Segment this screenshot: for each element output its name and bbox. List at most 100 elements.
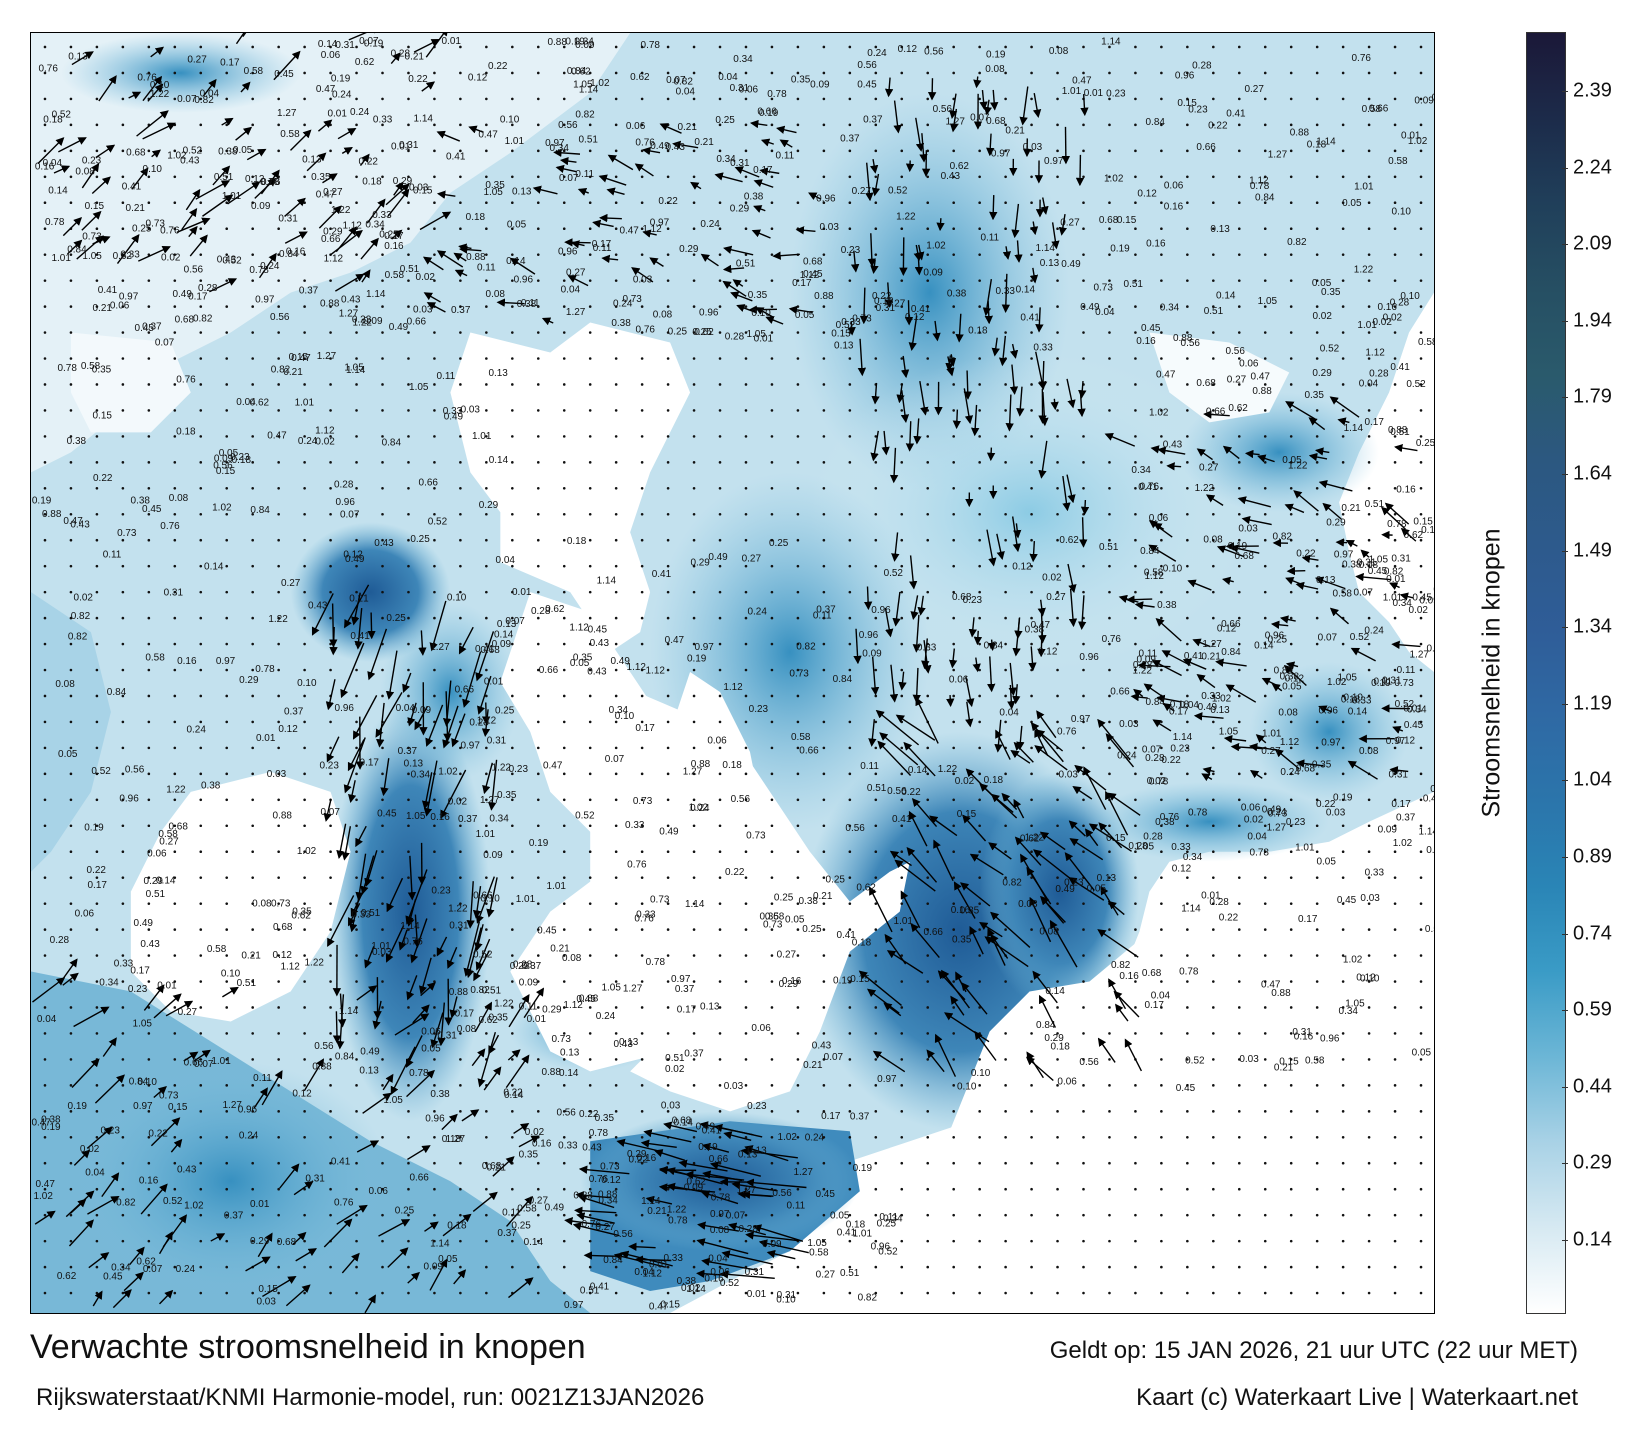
speed-value-label: 0.45 (1141, 323, 1161, 334)
grid-dot (355, 149, 358, 153)
grid-dot (225, 461, 229, 464)
current-arrow (336, 823, 347, 859)
grid-dot (1186, 123, 1189, 127)
grid-dot (718, 1058, 722, 1061)
grid-dot (562, 227, 566, 230)
current-arrow (176, 217, 211, 233)
speed-value-label: 0.18 (1307, 139, 1327, 150)
grid-dot (225, 1187, 229, 1191)
grid-dot (562, 149, 566, 153)
speed-value-label: 0.62 (687, 1177, 707, 1188)
speed-value-label: 1.02 (167, 151, 187, 162)
current-arrow (578, 1194, 615, 1209)
grid-dot (1315, 331, 1319, 334)
grid-dot (900, 149, 904, 153)
current-arrow (1100, 886, 1119, 916)
grid-dot (1393, 928, 1397, 931)
grid-dot (796, 642, 800, 646)
grid-dot (1263, 616, 1267, 620)
grid-dot (562, 980, 566, 983)
speed-value-label: 0.01 (747, 1289, 767, 1300)
speed-value-label: 1.01 (1295, 843, 1315, 854)
speed-value-label: 0.03 (1360, 893, 1380, 904)
grid-dot (1393, 824, 1397, 828)
grid-dot (952, 71, 955, 75)
grid-dot (1237, 928, 1241, 931)
grid-dot (251, 1161, 254, 1165)
grid-dot (1341, 642, 1345, 646)
speed-value-label: 1.14 (686, 1284, 706, 1295)
grid-dot (1367, 435, 1371, 438)
grid-dot (381, 409, 384, 412)
current-arrow (910, 923, 940, 959)
grid-dot (1315, 720, 1319, 724)
grid-dot (459, 1213, 462, 1217)
speed-value-label: 0.78 (45, 217, 65, 228)
current-arrow (142, 75, 163, 102)
current-arrow (406, 1069, 435, 1098)
grid-dot (147, 954, 151, 957)
grid-dot (770, 746, 774, 750)
grid-dot (744, 512, 748, 516)
speed-value-label: 0.45 (537, 926, 557, 937)
grid-dot (978, 201, 981, 205)
speed-value-label: 0.24 (700, 219, 720, 230)
grid-dot (1263, 1084, 1267, 1087)
speed-value-label: 0.78 (646, 957, 666, 968)
grid-dot (69, 1084, 73, 1087)
grid-dot (536, 175, 540, 179)
grid-dot (251, 850, 254, 854)
grid-dot (277, 798, 280, 802)
speed-value-label: 0.38 (799, 896, 819, 907)
grid-dot (43, 149, 47, 153)
grid-dot (511, 45, 514, 49)
grid-dot (796, 45, 800, 49)
grid-dot (277, 1032, 280, 1035)
current-arrow (260, 169, 280, 195)
grid-dot (95, 746, 99, 750)
grid-dot (303, 97, 306, 101)
grid-dot (459, 331, 462, 334)
grid-dot (381, 1032, 384, 1035)
grid-dot (381, 1110, 384, 1113)
grid-dot (640, 97, 644, 101)
grid-dot (381, 928, 384, 931)
current-arrow (92, 1290, 103, 1307)
speed-value-label: 0.47 (1072, 76, 1092, 87)
grid-dot (744, 45, 748, 49)
grid-dot (900, 824, 904, 828)
speed-value-label: 1.01 (894, 916, 914, 927)
speed-value-label: 0.62 (630, 72, 650, 83)
grid-dot (407, 45, 410, 49)
current-arrow (1066, 378, 1076, 409)
grid-dot (303, 668, 306, 672)
grid-dot (511, 980, 514, 983)
grid-dot (796, 1265, 800, 1269)
speed-value-label: 0.13 (1040, 258, 1060, 269)
current-arrow (477, 675, 492, 715)
grid-dot (848, 175, 852, 179)
grid-dot (1056, 902, 1059, 905)
grid-dot (511, 486, 514, 490)
grid-dot (1108, 383, 1111, 386)
grid-dot (692, 175, 696, 179)
grid-dot (1263, 1239, 1267, 1243)
grid-dot (1237, 902, 1241, 905)
current-arrow (1005, 394, 1014, 432)
grid-dot (355, 71, 358, 75)
grid-dot (536, 1084, 540, 1087)
grid-dot (1289, 876, 1293, 879)
grid-dot (173, 746, 177, 750)
grid-dot (329, 616, 332, 620)
grid-dot (355, 1084, 358, 1087)
grid-dot (459, 1058, 462, 1061)
speed-value-label: 0.08 (169, 493, 189, 504)
speed-value-label: 0.82 (575, 109, 595, 120)
speed-value-label: 0.01 (484, 676, 504, 687)
grid-dot (69, 123, 73, 127)
grid-dot (1263, 45, 1267, 49)
grid-dot (69, 357, 73, 360)
grid-dot (225, 1110, 229, 1113)
grid-dot (718, 1032, 722, 1035)
speed-value-label: 1.14 (1036, 243, 1056, 254)
